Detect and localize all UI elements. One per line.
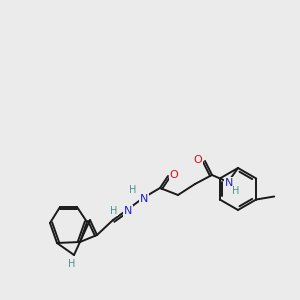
Text: N: N (140, 194, 148, 204)
Text: N: N (225, 178, 233, 188)
Text: O: O (194, 155, 202, 165)
Text: H: H (232, 186, 240, 196)
Text: H: H (110, 206, 118, 216)
Text: O: O (169, 170, 178, 180)
Text: H: H (129, 185, 137, 195)
Text: N: N (124, 206, 132, 216)
Text: H: H (68, 259, 76, 269)
